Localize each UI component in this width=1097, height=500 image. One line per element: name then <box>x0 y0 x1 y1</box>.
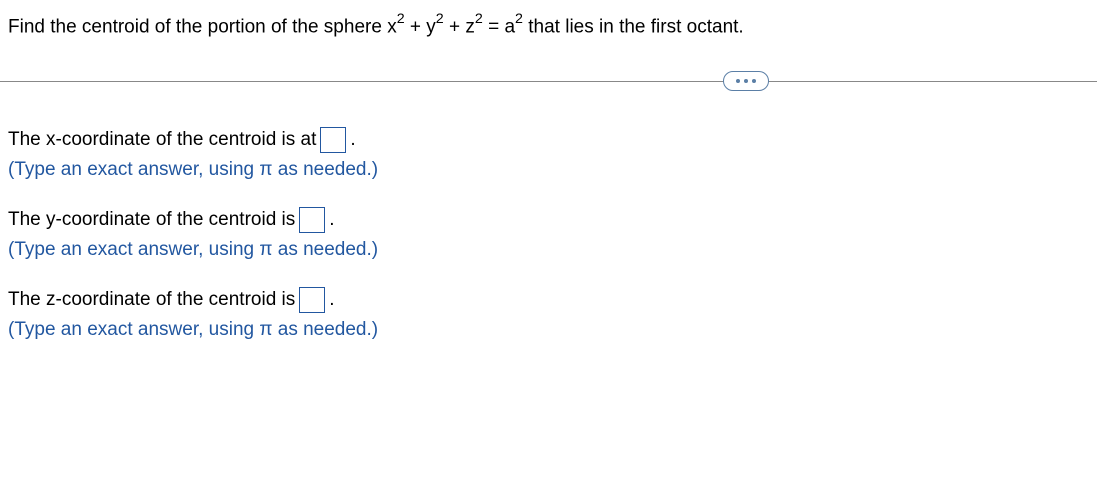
dot-icon <box>744 79 748 83</box>
question-prefix: Find the centroid of the portion of the … <box>8 16 387 37</box>
eq-x-exp: 2 <box>397 11 405 27</box>
divider-row <box>8 71 1089 91</box>
answer-y-hint: (Type an exact answer, using π as needed… <box>8 239 1089 261</box>
dot-icon <box>736 79 740 83</box>
answer-y-line: The y-coordinate of the centroid is . <box>8 203 1089 237</box>
eq-z: z <box>465 16 475 37</box>
answer-z-label-post: . <box>329 283 334 317</box>
eq-plus1: + <box>405 16 427 37</box>
answer-z-hint: (Type an exact answer, using π as needed… <box>8 319 1089 341</box>
answer-x-hint: (Type an exact answer, using π as needed… <box>8 159 1089 181</box>
answer-y-label-pre: The y-coordinate of the centroid is <box>8 203 295 237</box>
answer-x-label-post: . <box>350 123 355 157</box>
answer-z-label-pre: The z-coordinate of the centroid is <box>8 283 295 317</box>
question-suffix: that lies in the first octant. <box>523 16 744 37</box>
answer-x-label-pre: The x-coordinate of the centroid is at <box>8 123 316 157</box>
answer-z-block: The z-coordinate of the centroid is . (T… <box>8 283 1089 341</box>
eq-a: a <box>504 16 515 37</box>
answer-y-input[interactable] <box>299 207 325 233</box>
eq-y-exp: 2 <box>436 11 444 27</box>
answer-x-input[interactable] <box>320 127 346 153</box>
answer-x-line: The x-coordinate of the centroid is at . <box>8 123 1089 157</box>
answer-x-block: The x-coordinate of the centroid is at .… <box>8 123 1089 181</box>
eq-equals: = <box>483 16 505 37</box>
answer-y-label-post: . <box>329 203 334 237</box>
eq-z-exp: 2 <box>475 11 483 27</box>
divider-line <box>0 81 1097 82</box>
dot-icon <box>752 79 756 83</box>
answer-z-line: The z-coordinate of the centroid is . <box>8 283 1089 317</box>
more-options-button[interactable] <box>723 71 769 91</box>
eq-a-exp: 2 <box>515 11 523 27</box>
question-text: Find the centroid of the portion of the … <box>8 10 1089 43</box>
eq-x: x <box>387 16 397 37</box>
eq-plus2: + <box>444 16 466 37</box>
eq-y: y <box>426 16 436 37</box>
answer-y-block: The y-coordinate of the centroid is . (T… <box>8 203 1089 261</box>
answer-z-input[interactable] <box>299 287 325 313</box>
